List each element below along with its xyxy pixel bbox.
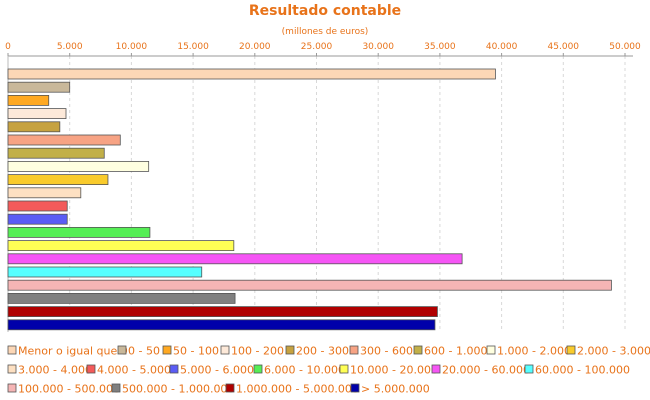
legend-swatch [111, 383, 121, 393]
chart-title: Resultado contable [249, 3, 401, 19]
legend-swatch [486, 345, 496, 355]
legend-label: 1.000.000 - 5.000.000 [236, 383, 359, 396]
legend-swatch [413, 345, 423, 355]
bar [7, 213, 68, 225]
legend-label: 20.000 - 60.000 [442, 364, 530, 377]
legend-swatch [220, 345, 230, 355]
bar [7, 240, 235, 252]
legend-label: 50 - 100 [173, 345, 219, 358]
bar [7, 134, 121, 146]
bar [7, 279, 612, 291]
bar [7, 319, 436, 331]
legend-label: 0 - 50 [128, 345, 160, 358]
x-tick-label: 45.000 [548, 42, 580, 52]
legend-label: 100 - 200 [231, 345, 284, 358]
legend-label: 10.000 - 20.000 [350, 364, 438, 377]
bar [7, 174, 109, 186]
legend-label: 60.000 - 100.000 [535, 364, 630, 377]
legend-swatch [162, 345, 172, 355]
x-tick-label: 25.000 [301, 42, 333, 52]
bar [7, 108, 67, 119]
legend-swatch [7, 383, 17, 393]
bar [7, 160, 150, 172]
x-tick-label: 35.000 [424, 42, 456, 52]
x-tick-label: 5.000 [57, 42, 83, 52]
legend-swatch [117, 345, 127, 355]
bar [7, 95, 50, 106]
x-tick-label: 40.000 [486, 42, 518, 52]
bar [7, 81, 71, 93]
bar [7, 68, 496, 80]
bar [7, 306, 438, 318]
legend-swatch [431, 364, 441, 374]
bar [7, 187, 82, 199]
legend-swatch [339, 364, 349, 374]
legend-label: 600 - 1.000 [424, 345, 487, 358]
legend-label: 100.000 - 500.000 [18, 383, 120, 396]
x-tick-label: 50.000 [609, 42, 641, 52]
legend-swatch [7, 364, 17, 374]
legend-swatch [350, 383, 360, 393]
bars [7, 68, 612, 331]
x-tick-label: 10.000 [116, 42, 148, 52]
legend-label: 2.000 - 3.000 [577, 345, 650, 358]
legend-label: 6.000 - 10.000 [264, 364, 345, 377]
legend-swatch [285, 345, 295, 355]
x-tick-label: 15.000 [177, 42, 209, 52]
legend-swatch [169, 364, 179, 374]
legend-swatch [524, 364, 534, 374]
x-tick-label: 20.000 [239, 42, 271, 52]
legend-swatch [349, 345, 359, 355]
legend-label: 500.000 - 1.000.000 [122, 383, 234, 396]
legend-label: 3.000 - 4.000 [18, 364, 92, 377]
bar [7, 226, 151, 238]
legend-label: 1.000 - 2.000 [497, 345, 571, 358]
legend-swatch [566, 345, 576, 355]
legend-label: 300 - 600 [360, 345, 413, 358]
legend-swatch [86, 364, 96, 374]
chart-subtitle: (millones de euros) [282, 27, 369, 37]
legend-label: 4.000 - 5.000 [97, 364, 171, 377]
legend-label: 200 - 300 [296, 345, 349, 358]
bar [7, 253, 463, 265]
bar [7, 200, 68, 212]
bar [7, 266, 203, 278]
legend-swatch [253, 364, 263, 374]
bar [7, 147, 105, 159]
x-tick-label: 0 [5, 42, 11, 52]
legend-swatch [7, 345, 17, 355]
legend-label: > 5.000.000 [361, 383, 430, 396]
legend-label: Menor o igual que 0 [18, 345, 128, 358]
bar [7, 121, 61, 133]
bar [7, 292, 236, 304]
legend-label: 5.000 - 6.000 [180, 364, 254, 377]
x-tick-label: 30.000 [362, 42, 394, 52]
legend-swatch [225, 383, 235, 393]
